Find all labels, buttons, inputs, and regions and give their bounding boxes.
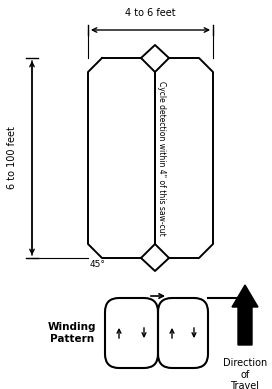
Text: 4 to 6 feet: 4 to 6 feet — [125, 8, 176, 18]
Text: Direction
of
Travel: Direction of Travel — [223, 358, 267, 389]
Text: 6 to 100 feet: 6 to 100 feet — [7, 126, 17, 189]
Text: Cycle detection within 4" of this saw-cut: Cycle detection within 4" of this saw-cu… — [157, 81, 166, 235]
FancyArrow shape — [232, 285, 258, 345]
Text: 45°: 45° — [90, 260, 106, 269]
Text: Winding
Pattern: Winding Pattern — [48, 322, 96, 344]
